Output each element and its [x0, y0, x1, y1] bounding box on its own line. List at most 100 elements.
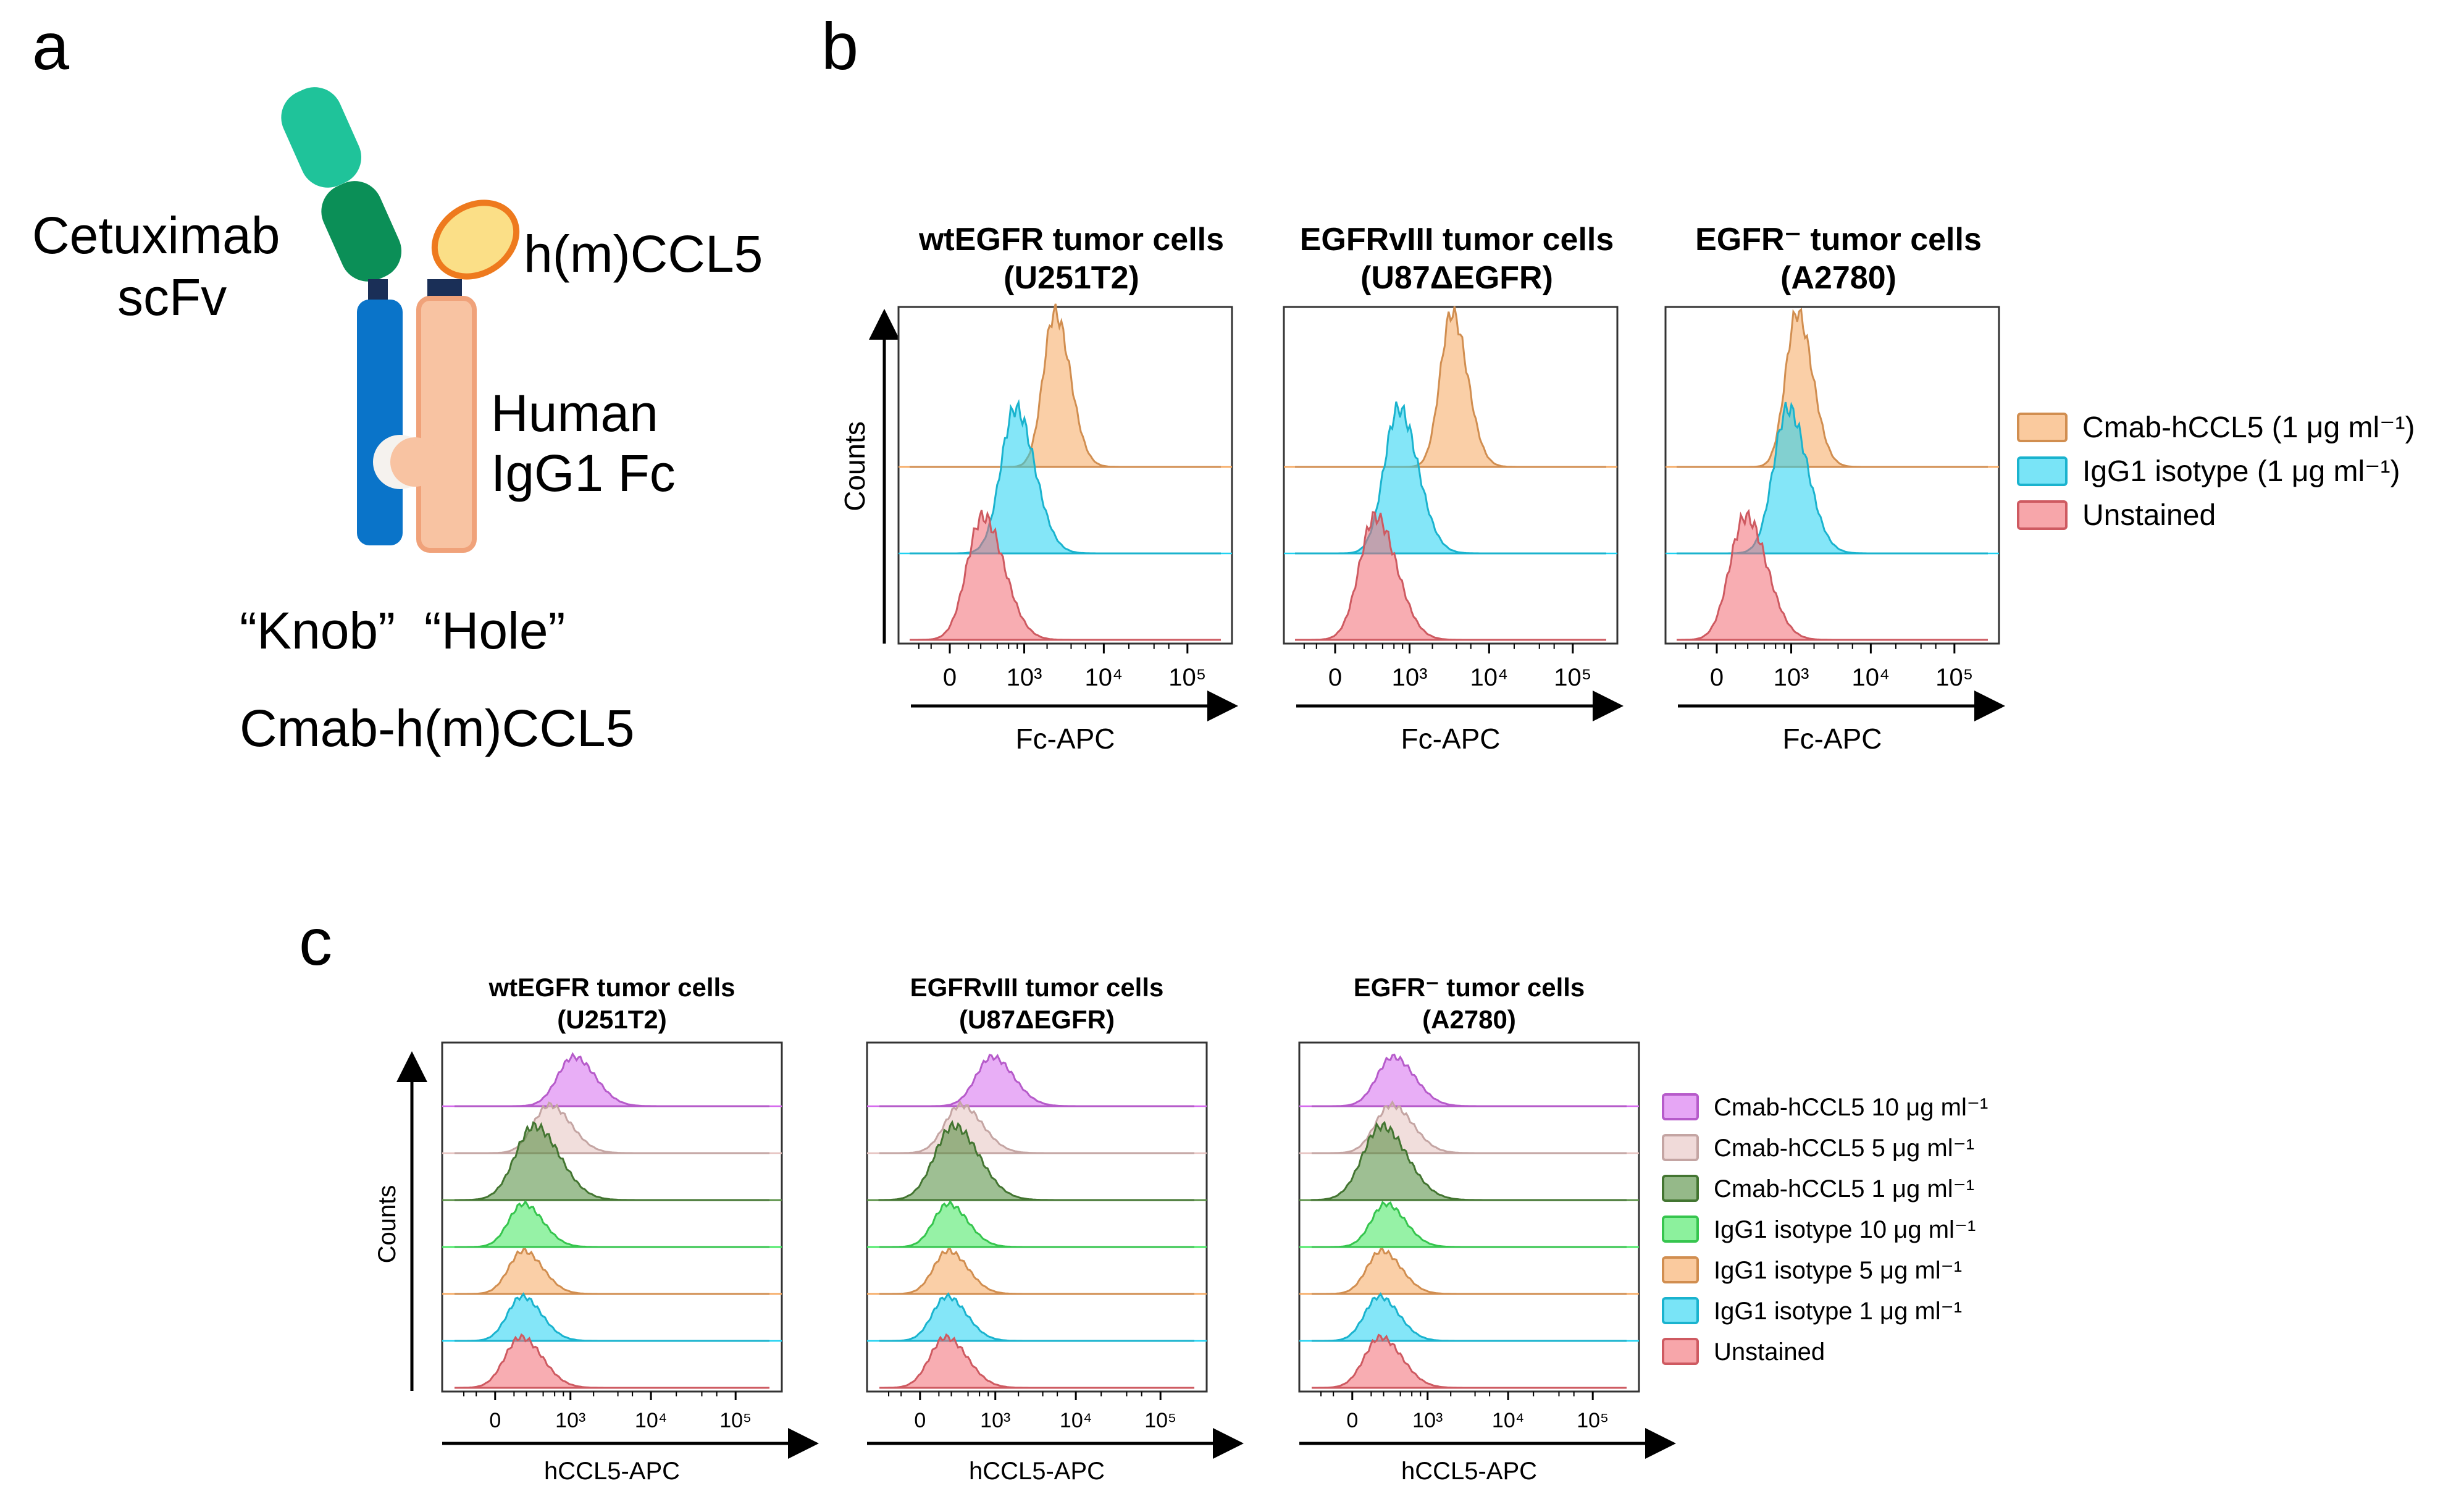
c-legend-label: IgG1 isotype 10 μg ml⁻¹: [1714, 1216, 1976, 1243]
b-legend: Cmab-hCCL5 (1 μg ml⁻¹) IgG1 isotype (1 μg…: [2017, 411, 2415, 532]
c-legend: Cmab-hCCL5 10 μg ml⁻¹ Cmab-hCCL5 5 μg ml⁻…: [1662, 1093, 1988, 1366]
antibody-diagram: [281, 87, 520, 553]
c-xtick-label: 10³: [980, 1409, 1010, 1432]
c-series-histogram: [879, 1333, 1194, 1389]
b-ylabel: Counts: [839, 421, 871, 511]
c-xtick-label: 10⁴: [1492, 1409, 1524, 1432]
b-panel-title: wtEGFR tumor cells: [918, 222, 1224, 258]
scfv-label-2: scFv: [117, 268, 227, 326]
b-series-histogram: [1295, 511, 1606, 641]
b-legend-label: IgG1 isotype (1 μg ml⁻¹): [2082, 455, 2400, 488]
b-histogram-1: wtEGFR tumor cells(U251T2) 0 10³ 10⁴ 10⁵ Fc-A…: [897, 222, 1238, 755]
b-xlabel: Fc-APC: [1401, 723, 1501, 755]
b-xtick-label: 0: [1710, 664, 1724, 691]
c-legend-item: Cmab-hCCL5 10 μg ml⁻¹: [1662, 1093, 1988, 1121]
b-xtick-label: 0: [1328, 664, 1342, 691]
c-legend-label: Cmab-hCCL5 10 μg ml⁻¹: [1714, 1094, 1988, 1121]
c-legend-swatch: [1662, 1175, 1699, 1202]
c-legend-label: Cmab-hCCL5 5 μg ml⁻¹: [1714, 1135, 1974, 1162]
b-series-histogram: [1295, 306, 1606, 468]
b-panel-title: EGFRvIII tumor cells: [1300, 222, 1614, 258]
c-legend-item: IgG1 isotype 1 μg ml⁻¹: [1662, 1297, 1962, 1325]
ccl5-label: h(m)CCL5: [524, 225, 763, 283]
panel-letter-c: c: [299, 904, 332, 979]
c-legend-swatch: [1662, 1297, 1699, 1324]
b-histogram-3: EGFR⁻ tumor cells(A2780) 0 10³ 10⁴ 10⁵ Fc-APC: [1664, 222, 2005, 755]
knob-protrusion: [390, 437, 440, 487]
c-xtick-label: 10³: [1412, 1409, 1443, 1432]
hole-fc-chain: [416, 296, 477, 553]
b-legend-item: IgG1 isotype (1 μg ml⁻¹): [2017, 455, 2400, 488]
c-legend-item: IgG1 isotype 5 μg ml⁻¹: [1662, 1256, 1962, 1284]
b-series-histogram: [910, 303, 1221, 468]
c-xlabel: hCCL5-APC: [544, 1458, 680, 1485]
b-xtick-label: 10³: [1392, 664, 1428, 691]
b-xtick-label: 10³: [1007, 664, 1042, 691]
c-series-histogram: [1312, 1333, 1627, 1389]
b-legend-label: Cmab-hCCL5 (1 μg ml⁻¹): [2082, 411, 2415, 444]
c-xtick-label: 10⁴: [1060, 1409, 1092, 1432]
c-panel-title: EGFR⁻ tumor cells: [1354, 973, 1585, 1002]
c-xtick-label: 0: [1346, 1409, 1358, 1432]
c-series-histogram: [1312, 1248, 1627, 1295]
c-legend-swatch: [1662, 1134, 1699, 1161]
c-legend-item: IgG1 isotype 10 μg ml⁻¹: [1662, 1216, 1976, 1243]
c-series-histogram: [1312, 1201, 1627, 1248]
b-plots: wtEGFR tumor cells(U251T2) 0 10³ 10⁴ 10⁵ Fc-A…: [897, 222, 2005, 755]
b-series-histogram: [1677, 401, 1988, 555]
b-xtick-label: 0: [943, 664, 957, 691]
c-panel-subtitle: (U87ΔEGFR): [959, 1005, 1115, 1034]
b-xtick-label: 10⁵: [1935, 664, 1973, 691]
c-series-histogram: [455, 1248, 769, 1295]
b-series-histogram: [910, 399, 1221, 555]
c-panel-subtitle: (U251T2): [557, 1005, 666, 1034]
b-plot-frame: [1664, 306, 2000, 645]
b-xtick-label: 10⁵: [1554, 664, 1591, 691]
scfv-vl-domain: [321, 181, 402, 282]
c-histogram-1: wtEGFR tumor cells (U251T2) 0 10³ 10⁴ 10⁵ hCCL…: [441, 973, 819, 1485]
c-series-histogram: [455, 1121, 769, 1201]
c-histogram-2: EGFRvIII tumor cells (U87ΔEGFR) 0 10³ 10⁴ 10⁵…: [866, 973, 1244, 1485]
c-panel-title: EGFRvIII tumor cells: [910, 973, 1164, 1002]
knob-hole-label: “Knob” “Hole”: [240, 602, 566, 660]
fc-label-2: IgG1 Fc: [491, 444, 676, 502]
c-legend-swatch: [1662, 1093, 1699, 1120]
c-xlabel: hCCL5-APC: [1401, 1458, 1537, 1485]
c-xtick-label: 10⁵: [719, 1409, 752, 1432]
b-series-histogram: [910, 510, 1221, 641]
b-series-histogram: [1677, 308, 1988, 468]
c-series-histogram: [879, 1248, 1194, 1295]
c-series-histogram: [1312, 1292, 1627, 1342]
c-series-histogram: [455, 1292, 769, 1342]
b-xlabel: Fc-APC: [1783, 723, 1882, 755]
b-legend-item: Unstained: [2017, 499, 2216, 532]
b-xtick-label: 10³: [1774, 664, 1809, 691]
c-legend-label: IgG1 isotype 5 μg ml⁻¹: [1714, 1257, 1962, 1284]
b-xlabel: Fc-APC: [1016, 723, 1115, 755]
c-series-histogram: [455, 1333, 769, 1389]
b-xtick-label: 10⁴: [1085, 664, 1123, 691]
c-series-histogram: [879, 1054, 1194, 1107]
c-series-histogram: [878, 1120, 1194, 1201]
b-panel-title: EGFR⁻ tumor cells: [1695, 222, 1982, 258]
b-series-histogram: [1295, 401, 1606, 555]
c-xtick-label: 10⁵: [1144, 1409, 1176, 1432]
panel-a: a Cetuximab scFv h(m)CCL5 Human IgG1 Fc …: [32, 9, 763, 757]
c-legend-swatch: [1662, 1338, 1699, 1365]
ccl5-domain: [431, 199, 520, 280]
b-legend-swatch: [2017, 500, 2068, 530]
c-xtick-label: 10³: [555, 1409, 585, 1432]
panel-letter-b: b: [821, 9, 858, 83]
b-xtick-label: 10⁴: [1470, 664, 1509, 691]
c-series-histogram: [879, 1292, 1194, 1342]
b-legend-item: Cmab-hCCL5 (1 μg ml⁻¹): [2017, 411, 2415, 444]
c-histogram-3: EGFR⁻ tumor cells (A2780) 0 10³ 10⁴ 10⁵ hCCL5-…: [1298, 973, 1676, 1485]
c-legend-swatch: [1662, 1256, 1699, 1283]
c-legend-item: Cmab-hCCL5 1 μg ml⁻¹: [1662, 1175, 1974, 1203]
c-legend-label: Unstained: [1714, 1338, 1825, 1366]
c-panel-subtitle: (A2780): [1422, 1005, 1516, 1034]
b-panel-subtitle: (A2780): [1780, 260, 1896, 296]
b-xtick-label: 10⁴: [1852, 664, 1890, 691]
panel-letter-a: a: [32, 9, 70, 83]
